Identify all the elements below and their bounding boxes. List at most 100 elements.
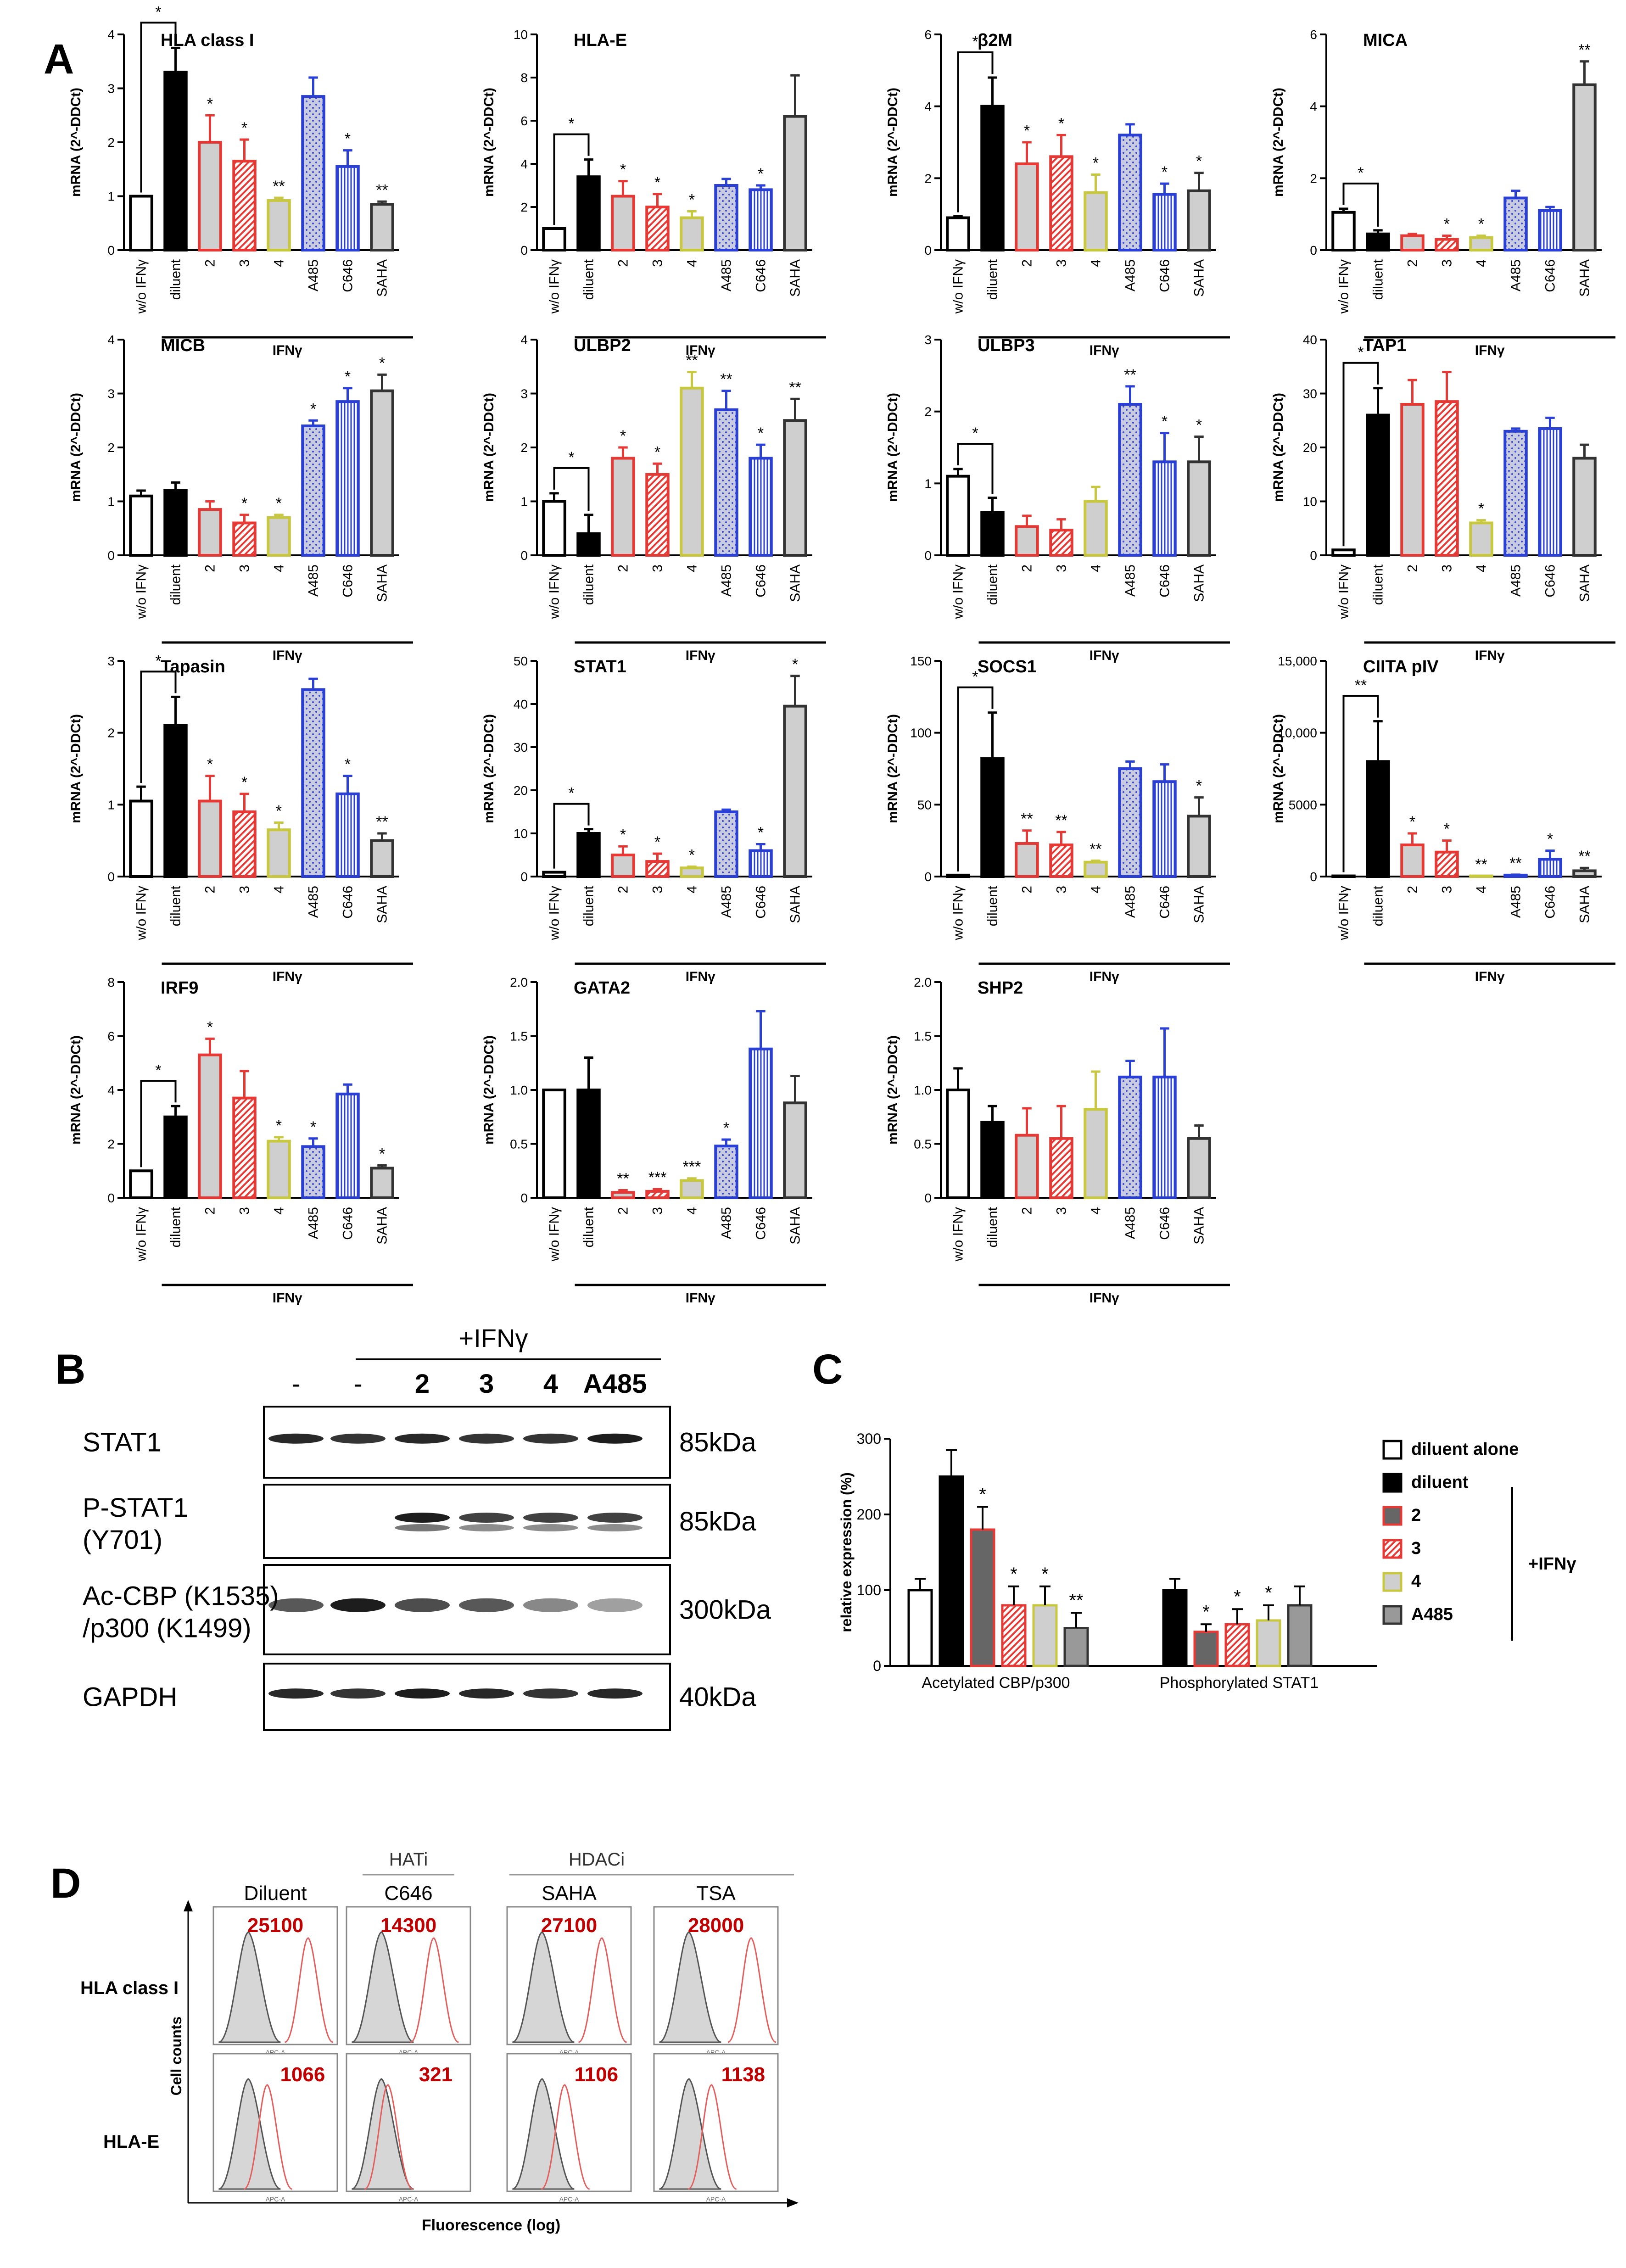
sig-mark-4: * bbox=[276, 1117, 282, 1134]
sig-mark-2: ** bbox=[617, 1170, 629, 1188]
bar-2 bbox=[1015, 162, 1039, 251]
bar-diluent bbox=[980, 511, 1005, 557]
x-tick-label-diluent: diluent bbox=[168, 885, 184, 926]
bracket-sig-mark: * bbox=[1358, 344, 1363, 361]
bar-a485 bbox=[714, 408, 738, 557]
y-tick-label: 10,000 bbox=[1278, 726, 1317, 740]
isotype-peak bbox=[351, 1931, 414, 2043]
mfi-value: 321 bbox=[419, 2063, 453, 2086]
blot-band bbox=[330, 1688, 386, 1699]
y-axis-label: mRNA (2^-DDCt) bbox=[481, 1035, 497, 1145]
sig-mark: * bbox=[1234, 1586, 1241, 1607]
bar-a485 bbox=[301, 425, 325, 557]
x-tick-label-2: 2 bbox=[203, 1207, 218, 1215]
x-tick-label-diluent: diluent bbox=[581, 1207, 597, 1247]
y-axis-label: Cell counts bbox=[168, 2017, 184, 2095]
y-tick-label: 6 bbox=[520, 114, 528, 128]
y-tick-label: 2 bbox=[520, 200, 528, 214]
column-label-saha: SAHA bbox=[542, 1882, 597, 1905]
y-tick-label: 0 bbox=[1310, 870, 1317, 884]
sig-mark-4: * bbox=[276, 495, 282, 512]
legend-swatch-3 bbox=[1382, 1539, 1402, 1559]
y-tick-label: 2 bbox=[107, 726, 115, 740]
x-tick-label-4: 4 bbox=[685, 886, 700, 894]
bar-saha bbox=[1187, 1137, 1211, 1199]
panel-label-a: A bbox=[44, 36, 74, 83]
x-tick-label-2: 2 bbox=[1020, 1207, 1035, 1215]
blot-row-p-stat1-y701: P-STAT1(Y701) 85kDa bbox=[83, 1484, 756, 1559]
significance-bracket bbox=[140, 670, 177, 783]
blot-band-lower bbox=[587, 1524, 643, 1531]
bar-4 bbox=[1469, 521, 1493, 557]
y-tick-label: 3 bbox=[924, 333, 932, 347]
x-tick-label-w-o-ifn: w/o IFNγ bbox=[1336, 259, 1352, 314]
bar-diluent bbox=[163, 724, 188, 878]
x-tick-label-4: 4 bbox=[1474, 564, 1489, 572]
sig-mark-c646: * bbox=[345, 130, 351, 148]
bar-diluent bbox=[980, 1121, 1005, 1199]
sig-mark-3: *** bbox=[648, 1169, 667, 1186]
sig-mark-3: * bbox=[1444, 216, 1450, 233]
x-tick-label-diluent: diluent bbox=[581, 885, 597, 926]
x-tick-label-2: 2 bbox=[1405, 564, 1420, 572]
y-axis-label: mRNA (2^-DDCt) bbox=[68, 714, 84, 823]
significance-bracket bbox=[1342, 695, 1379, 872]
bar-saha bbox=[1187, 460, 1211, 557]
bar-3 bbox=[232, 810, 257, 878]
x-tick-label-a485: A485 bbox=[719, 886, 734, 918]
bar-3-phosphorylated-stat1 bbox=[1224, 1623, 1250, 1667]
x-tick-label-w-o-ifn: w/o IFNγ bbox=[951, 564, 966, 619]
panel-label-b: B bbox=[55, 1346, 85, 1393]
sig-mark-2: * bbox=[1024, 122, 1030, 140]
x-tick-label-3: 3 bbox=[1440, 886, 1455, 894]
sig-mark-c646: * bbox=[345, 756, 351, 773]
blot-size-label: 85kDa bbox=[679, 1507, 756, 1536]
bar-2 bbox=[1015, 1134, 1039, 1200]
x-tick-label-3: 3 bbox=[237, 564, 252, 572]
blot-band bbox=[523, 1433, 578, 1444]
sig-mark-saha: ** bbox=[376, 181, 388, 199]
blot-band bbox=[459, 1688, 514, 1699]
y-tick-label: 50 bbox=[514, 654, 528, 668]
y-tick-label: 15,000 bbox=[1278, 654, 1317, 668]
sig-mark-saha: ** bbox=[1578, 848, 1590, 865]
chart-title: Tapasin bbox=[161, 657, 225, 676]
chart-hla-e: 0 2 4 6 8 10 mRNA (2^-DDCt) HLA-E w/o IFNγ diluen… bbox=[481, 28, 826, 358]
y-tick-label: 2 bbox=[107, 135, 115, 150]
blot-size-label: 85kDa bbox=[679, 1428, 756, 1458]
y-axis-label: mRNA (2^-DDCt) bbox=[481, 714, 497, 823]
blot-band bbox=[268, 1433, 324, 1444]
bar-3 bbox=[645, 473, 670, 557]
chart-socs1: 0 50 100 150 mRNA (2^-DDCt) SOCS1 w/o IFNγ dilu… bbox=[885, 654, 1230, 984]
significance-bracket bbox=[140, 1080, 177, 1168]
bar-saha bbox=[1572, 457, 1597, 557]
chart-tapasin: 0 1 2 3 mRNA (2^-DDCt) Tapasin w/o IFNγ diluent… bbox=[68, 652, 413, 984]
sig-mark-2: * bbox=[620, 161, 626, 179]
axis-tick-text: APC-A bbox=[266, 2195, 285, 2203]
y-axis-label: relative expression (%) bbox=[838, 1472, 855, 1632]
x-tick-label-w-o-ifn: w/o IFNγ bbox=[134, 886, 149, 940]
sig-mark-4: * bbox=[1478, 500, 1484, 518]
legend-label-2: 2 bbox=[1411, 1506, 1421, 1525]
sig-mark-saha: * bbox=[1196, 153, 1202, 170]
x-tick-label-3: 3 bbox=[237, 886, 252, 894]
bar-diluent-phosphorylated-stat1 bbox=[1162, 1589, 1188, 1667]
histogram-hla-e-c646: 321 APC-A bbox=[346, 2053, 471, 2203]
bar-a485 bbox=[301, 688, 325, 878]
significance-bracket bbox=[957, 443, 994, 494]
x-tick-label-c646: C646 bbox=[1543, 564, 1558, 598]
sig-mark-c646: * bbox=[758, 165, 764, 183]
bar-3 bbox=[645, 206, 670, 251]
stained-peak bbox=[541, 2084, 590, 2190]
bar-saha bbox=[1187, 189, 1211, 251]
blot-band-lower bbox=[395, 1524, 450, 1531]
x-tick-label-c646: C646 bbox=[341, 1207, 356, 1240]
blot-band bbox=[395, 1433, 450, 1444]
x-tick-label-4: 4 bbox=[1474, 259, 1489, 267]
blot-band-lower bbox=[459, 1524, 514, 1531]
x-tick-label-c646: C646 bbox=[754, 886, 769, 919]
bar-4 bbox=[680, 216, 704, 251]
y-tick-label: 20 bbox=[514, 783, 528, 798]
stained-peak bbox=[727, 1937, 777, 2043]
ifn-group-label: IFNγ bbox=[686, 343, 715, 358]
